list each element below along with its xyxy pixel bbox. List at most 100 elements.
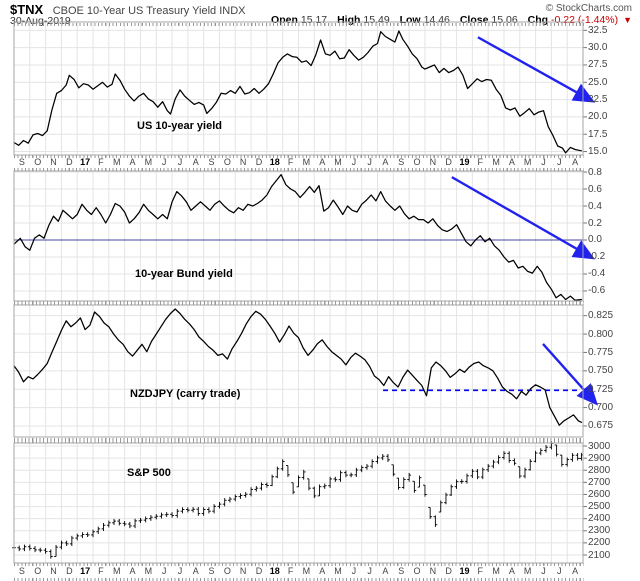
x-axis-label: D — [66, 566, 73, 576]
x-axis-label: M — [112, 157, 121, 167]
instrument-name: CBOE 10-Year US Treasury Yield INDX — [52, 5, 246, 17]
x-axis-label: J — [177, 157, 183, 167]
x-axis-label: J — [177, 566, 183, 576]
x-axis-label: M — [112, 566, 121, 576]
panel-title-nzdjpy-carry-trade: NZDJPY (carry trade) — [130, 388, 241, 400]
y-axis-label: 0.2 — [588, 217, 602, 229]
x-axis-label: 19 — [459, 566, 470, 576]
x-axis-label: D — [66, 157, 73, 167]
x-axis-label: M — [492, 157, 500, 167]
y-axis-label: 0.825 — [588, 310, 614, 322]
x-axis-label: M — [144, 157, 153, 167]
x-axis-label: F — [98, 157, 104, 167]
y-axis-label: 2500 — [588, 501, 611, 513]
x-axis-label: A — [572, 157, 579, 167]
y-axis-label: 20.0 — [588, 111, 608, 123]
x-axis-label: N — [429, 157, 437, 167]
x-axis-label: A — [129, 566, 136, 576]
tick-strip — [14, 23, 584, 26]
x-axis-label: M — [334, 157, 342, 167]
x-axis-label: O — [34, 157, 42, 167]
x-axis-label: M — [144, 566, 153, 576]
y-axis-label: 2400 — [588, 513, 611, 525]
panel-title-sp-500: S&P 500 — [127, 467, 171, 479]
x-axis-label: J — [541, 157, 546, 167]
ticker-symbol: $TNX — [10, 2, 44, 17]
x-axis-label: F — [477, 566, 484, 576]
y-axis-label: 0.775 — [588, 346, 614, 358]
x-axis-label: O — [223, 566, 231, 576]
y-axis-label: 2800 — [588, 464, 611, 476]
x-axis-label: A — [319, 566, 326, 576]
x-axis-label: D — [445, 157, 452, 167]
x-axis-label: M — [523, 566, 532, 576]
x-axis-label: M — [492, 566, 500, 576]
y-axis-label: 2200 — [588, 537, 611, 549]
y-axis-label: 0.8 — [588, 166, 602, 178]
y-axis-label: 3000 — [588, 440, 611, 452]
panel-title-10-year-bund-yield: 10-year Bund yield — [135, 268, 233, 280]
x-axis-label: N — [239, 157, 247, 167]
y-axis-label: 0.725 — [588, 383, 614, 395]
x-axis-label: A — [508, 157, 515, 167]
x-axis-label: 18 — [269, 566, 280, 576]
x-axis-label: N — [239, 566, 247, 576]
x-axis-label: D — [255, 157, 263, 167]
x-axis-label: S — [398, 566, 405, 576]
x-axis-label: M — [302, 566, 311, 576]
tick-strip — [14, 563, 584, 566]
x-axis-label: J — [367, 566, 372, 576]
x-axis-label: J — [557, 157, 562, 167]
y-axis-label: 25.0 — [588, 76, 608, 88]
y-axis-label: 17.5 — [588, 128, 608, 140]
copyright: © StockCharts.com — [545, 3, 632, 14]
x-axis-label: A — [192, 566, 199, 576]
y-axis-label: 0.700 — [588, 402, 614, 414]
chg-down-icon: ▼ — [623, 15, 632, 25]
x-axis-label: O — [413, 566, 421, 576]
y-axis-label: 15.0 — [588, 146, 608, 158]
x-axis-label: J — [351, 566, 357, 576]
x-axis-label: S — [208, 157, 215, 167]
x-axis-label: S — [208, 566, 215, 576]
tick-strip — [14, 438, 584, 443]
x-axis-label: J — [351, 157, 357, 167]
x-axis-label: J — [541, 566, 546, 576]
y-axis-label: 0.4 — [588, 200, 602, 212]
x-axis-label: A — [192, 157, 199, 167]
tick-strip — [14, 578, 584, 581]
x-axis-label: A — [508, 566, 515, 576]
x-axis-label: O — [34, 566, 42, 576]
x-axis-label: O — [413, 157, 421, 167]
y-axis-label: 2900 — [588, 452, 611, 464]
y-axis-label: -0.2 — [588, 251, 606, 263]
y-axis-label: 32.5 — [588, 24, 608, 36]
x-axis-label: M — [302, 157, 311, 167]
panel-title-us-10-year-yield: US 10-year yield — [137, 120, 222, 132]
x-axis-label: 17 — [80, 157, 91, 167]
x-axis-label: A — [382, 566, 389, 576]
x-axis-label: S — [18, 566, 25, 576]
x-axis-label: A — [129, 157, 136, 167]
x-axis-label: J — [161, 157, 167, 167]
y-axis-label: 2700 — [588, 476, 611, 488]
x-axis-label: S — [398, 157, 405, 167]
y-axis-label: 0.675 — [588, 420, 614, 432]
x-axis-label: 17 — [80, 566, 91, 576]
y-axis-label: 0.800 — [588, 328, 614, 340]
x-axis-label: A — [319, 157, 326, 167]
y-axis-label: 2300 — [588, 525, 611, 537]
y-axis-label: -0.4 — [588, 268, 606, 280]
x-axis-label: D — [255, 566, 263, 576]
x-axis-label: A — [382, 157, 389, 167]
tick-strip — [14, 155, 584, 158]
x-axis-label: F — [98, 566, 104, 576]
chart-header: $TNX CBOE 10-Year US Treasury Yield INDX — [10, 1, 245, 19]
y-axis-label: 22.5 — [588, 94, 608, 106]
x-axis-label: M — [523, 157, 532, 167]
tick-strip — [14, 301, 584, 305]
tick-strip — [14, 168, 584, 171]
y-axis-label: 27.5 — [588, 59, 608, 71]
